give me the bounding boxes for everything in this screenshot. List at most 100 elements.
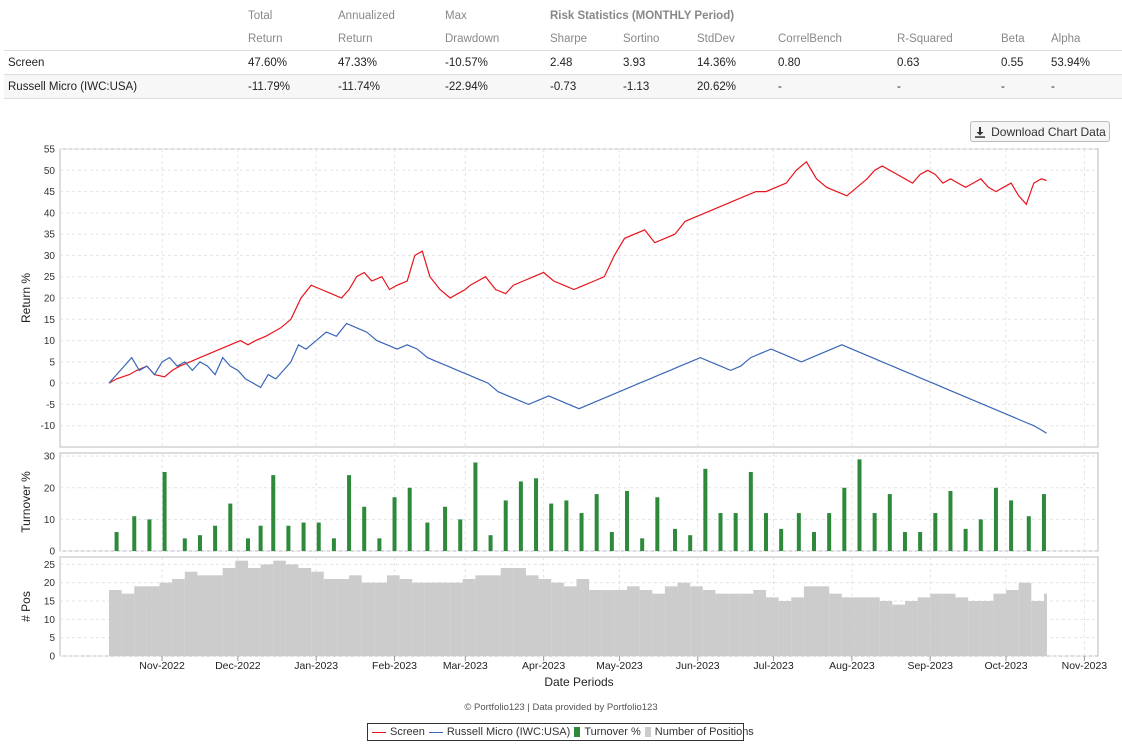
positions-bar — [601, 590, 615, 656]
y-tick-label: 50 — [44, 166, 56, 177]
positions-bar — [336, 579, 350, 656]
turnover-bar — [503, 500, 508, 551]
turnover-bar — [902, 532, 907, 551]
turnover-bar — [301, 522, 306, 551]
turnover-bar — [197, 535, 202, 551]
turnover-bar — [733, 513, 738, 551]
plot-area — [59, 452, 1099, 552]
cell: 14.36% — [693, 50, 774, 75]
turnover-bar — [347, 475, 352, 551]
positions-bar — [273, 560, 286, 656]
positions-bar — [1031, 601, 1044, 656]
chart-credit: © Portfolio123 | Data provided by Portfo… — [464, 702, 658, 713]
positions-bar — [627, 586, 640, 656]
turnover-bar — [488, 535, 493, 551]
legend-item-turnover[interactable]: Turnover % — [574, 726, 641, 738]
positions-bar — [323, 579, 337, 656]
cell: 47.60% — [244, 50, 334, 75]
positions-bar — [664, 586, 678, 656]
positions-bar — [424, 582, 438, 656]
cell: 2.48 — [546, 50, 619, 75]
turnover-bar — [933, 513, 938, 551]
turnover-bar — [993, 487, 998, 551]
positions-bar — [1018, 582, 1032, 656]
header-sharpe: Sharpe — [546, 27, 619, 51]
positions-bar — [285, 564, 299, 656]
positions-bar — [172, 579, 185, 656]
turnover-bar — [564, 500, 569, 551]
turnover-bar — [579, 513, 584, 551]
positions-bar — [841, 597, 855, 656]
cell: 20.62% — [693, 74, 774, 99]
positions-bar — [538, 579, 552, 656]
x-tick-label: Mar-2023 — [443, 660, 488, 672]
positions-bar — [652, 593, 665, 656]
cell: 0.63 — [893, 50, 997, 75]
turnover-bar — [162, 471, 167, 551]
turnover-bar — [362, 506, 367, 551]
positions-bar — [917, 597, 931, 656]
download-chart-data-button[interactable]: Download Chart Data — [970, 121, 1110, 142]
header-rsquared: R-Squared — [893, 27, 997, 51]
turnover-bar — [271, 475, 276, 551]
turnover-bar — [948, 490, 953, 551]
positions-bar — [412, 582, 425, 656]
turnover-bar — [796, 513, 801, 551]
legend-label: Screen — [390, 726, 425, 738]
legend-line-russell — [428, 731, 443, 733]
y-tick-label: 30 — [44, 251, 56, 262]
positions-bar — [690, 586, 703, 656]
positions-bar — [235, 560, 248, 656]
cell: 0.80 — [774, 50, 893, 75]
turnover-bar — [872, 513, 877, 551]
header-return: Return — [244, 27, 334, 51]
header-annualized: Annualized — [338, 9, 395, 22]
positions-bar — [247, 568, 261, 656]
x-tick-label: Nov-2023 — [1062, 660, 1108, 672]
turnover-bar — [407, 487, 412, 551]
positions-bar — [879, 601, 893, 656]
positions-bar — [614, 590, 628, 656]
stats-header-row-2: Return Return Drawdown Sharpe Sortino St… — [4, 27, 1122, 51]
positions-bar — [904, 601, 918, 656]
positions-bar — [525, 575, 539, 656]
y-tick-label: 20 — [44, 294, 56, 305]
y-tick-label: 30 — [44, 452, 56, 463]
y-tick-label: 0 — [49, 547, 55, 558]
turnover-bar — [316, 522, 321, 551]
header-drawdown: Drawdown — [441, 27, 546, 51]
turnover-bar — [842, 487, 847, 551]
turnover-bar — [609, 532, 614, 551]
positions-bar — [462, 579, 476, 656]
turnover-bar — [963, 528, 968, 551]
header-return: Return — [334, 27, 441, 51]
positions-bar — [854, 597, 868, 656]
y-axis-label: Turnover % — [19, 471, 33, 533]
turnover-bar — [857, 459, 862, 551]
y-axis-label: Return % — [19, 273, 33, 323]
cell: -0.73 — [546, 74, 619, 99]
x-tick-label: May-2023 — [596, 660, 643, 672]
cell: 47.33% — [334, 50, 441, 75]
turnover-bar — [473, 462, 478, 551]
positions-bar — [349, 575, 362, 656]
turnover-bar — [1009, 500, 1014, 551]
series-line-russell-micro-iwc-usa- — [108, 322, 1047, 434]
y-tick-label: 20 — [44, 483, 56, 494]
turnover-bar — [245, 538, 250, 551]
turnover-bar — [258, 525, 263, 551]
header-risk-statistics: Risk Statistics (MONTHLY Period) — [550, 9, 735, 22]
x-tick-label: Sep-2023 — [907, 660, 953, 672]
turnover-bar — [331, 538, 336, 551]
positions-bar — [778, 601, 792, 656]
legend-item-russell[interactable]: Russell Micro (IWC:USA) — [428, 726, 570, 738]
positions-bar — [121, 593, 135, 656]
legend-item-screen[interactable]: Screen — [372, 726, 425, 738]
y-axis-label: # Pos — [19, 591, 33, 622]
legend-item-positions[interactable]: Number of Positions — [644, 726, 754, 738]
chart-legend: Screen Russell Micro (IWC:USA) Turnover … — [367, 723, 754, 741]
positions-bar — [361, 582, 375, 656]
turnover-bar — [827, 513, 832, 551]
turnover-bar — [779, 528, 784, 551]
positions-bar — [513, 568, 526, 656]
